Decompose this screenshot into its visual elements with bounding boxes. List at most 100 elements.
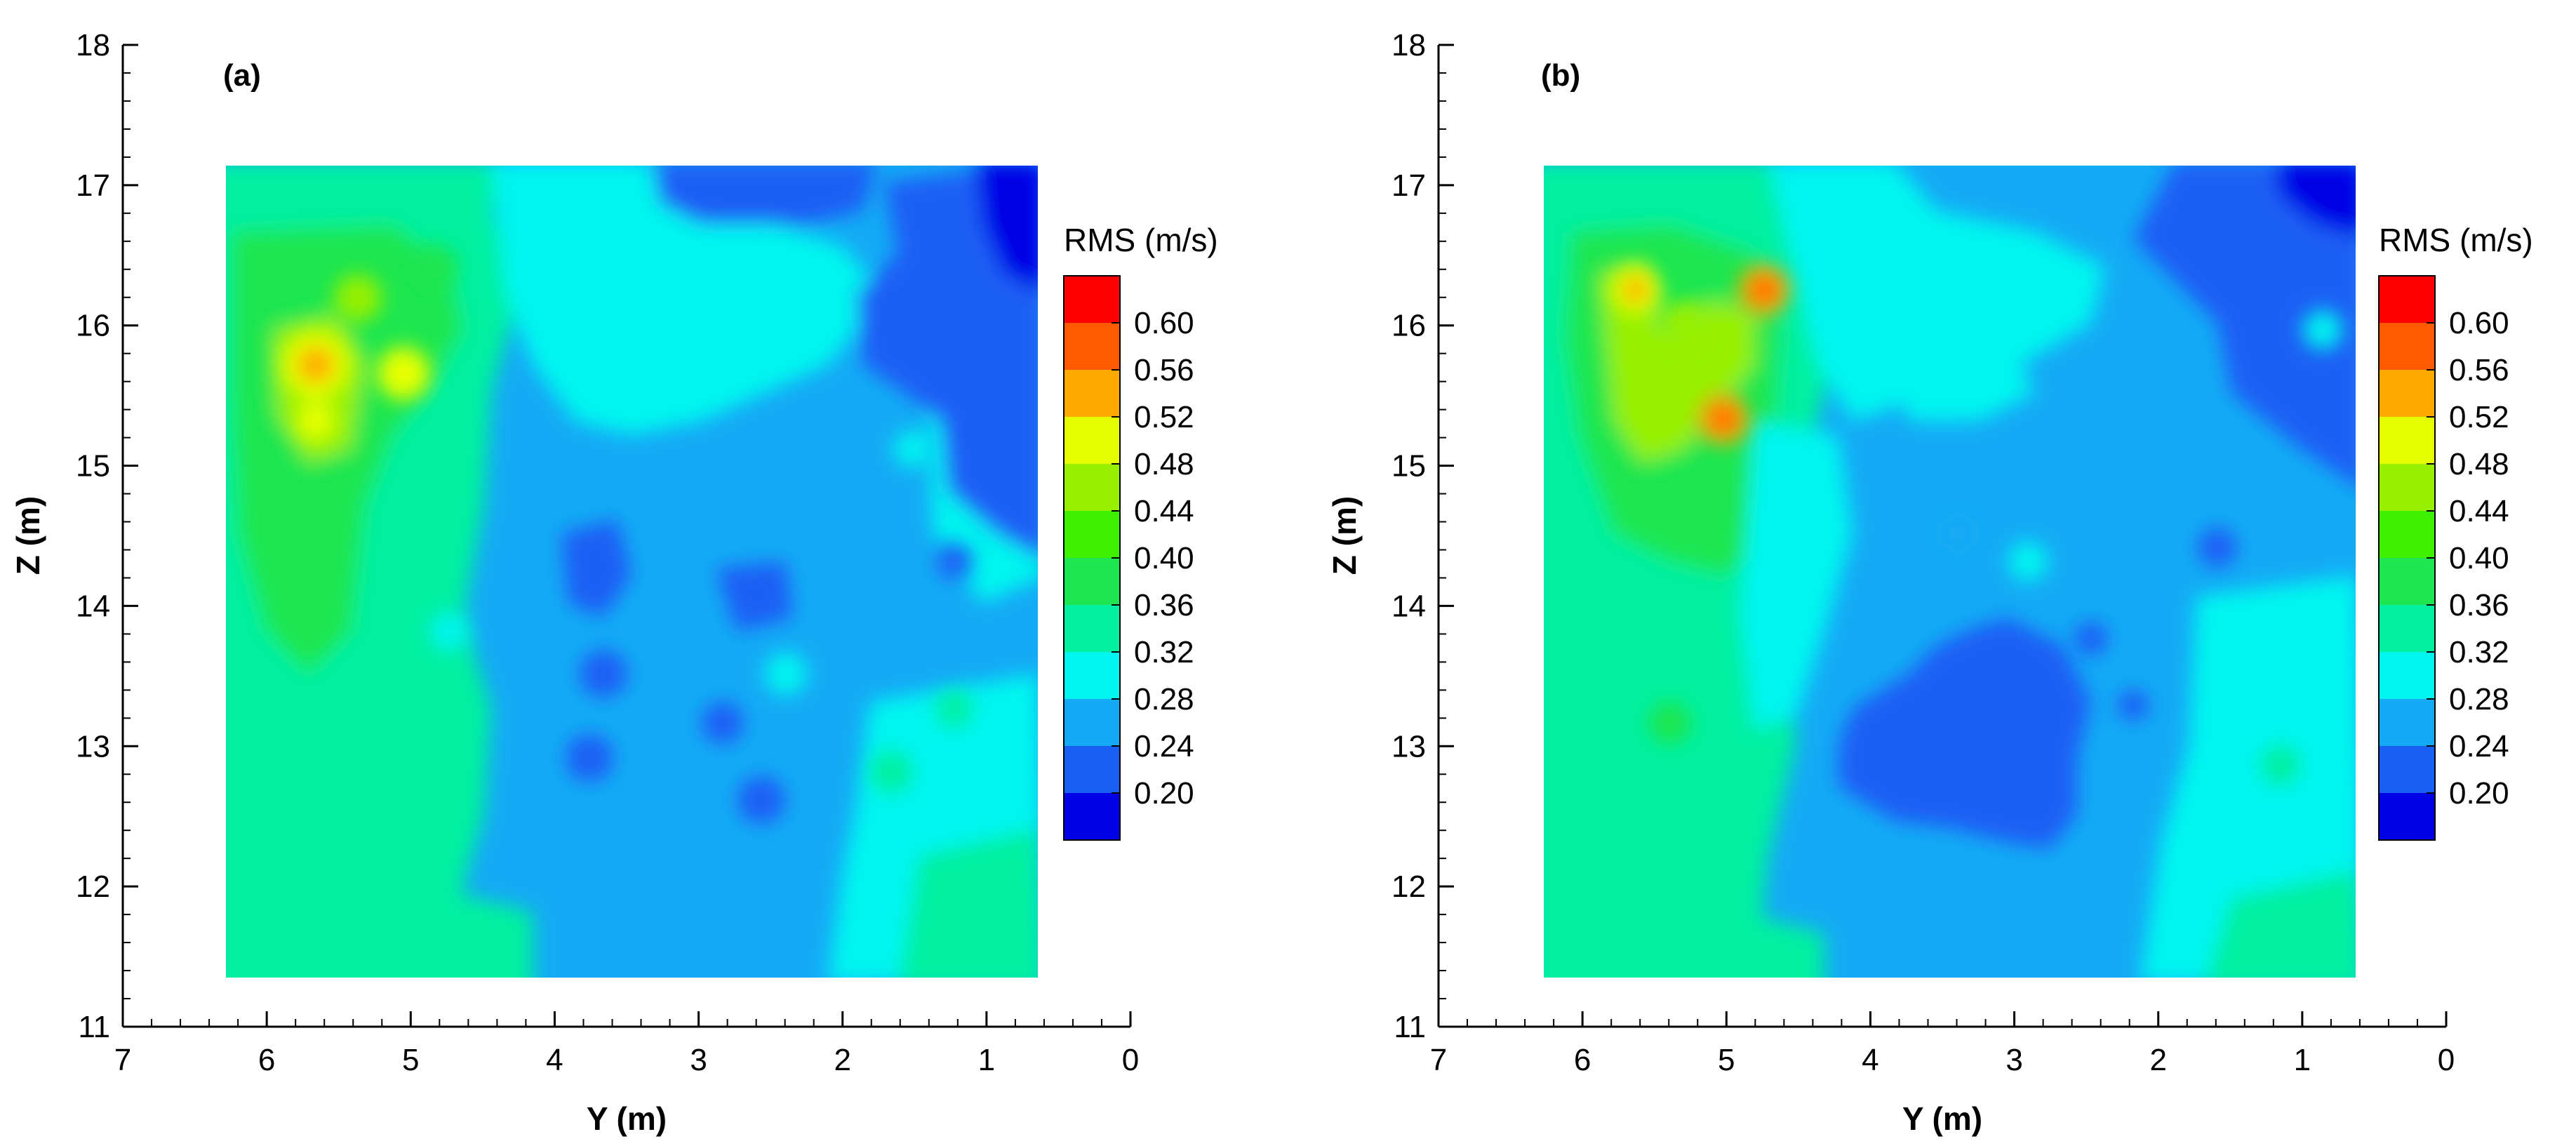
- heatmap-a-blob-8: [580, 650, 627, 698]
- heatmap-a-blob-15: [936, 691, 973, 727]
- y-tick-label-b-6: 17: [1392, 168, 1426, 203]
- colorbar-swatch-a-9: [1064, 699, 1120, 746]
- colorbar-label-a-3: 0.32: [1134, 635, 1194, 669]
- heatmap-b-blob-9: [1941, 517, 1975, 550]
- heatmap-b-region-cyan-mid: [1895, 337, 2035, 421]
- heatmap-a-region-cyan-top: [491, 166, 884, 435]
- x-tick-label-a-2: 5: [402, 1043, 419, 1077]
- colorbar-label-b-5: 0.40: [2449, 541, 2509, 575]
- heatmap-b-blob-8: [2198, 528, 2237, 567]
- heatmap-b: [1544, 166, 2356, 978]
- y-tick-label-a-3: 14: [76, 589, 110, 623]
- heatmap-b-blob-13: [2008, 542, 2048, 581]
- y-tick-label-a-0: 11: [78, 1010, 110, 1044]
- x-tick-label-a-1: 6: [258, 1043, 275, 1077]
- colorbar-label-a-10: 0.60: [1134, 306, 1194, 340]
- colorbar-label-a-2: 0.28: [1134, 682, 1194, 717]
- colorbar-label-b-8: 0.52: [2449, 400, 2509, 434]
- heatmap-a-blob-14: [765, 653, 807, 695]
- heatmap-a-region-deep-blue: [975, 166, 1038, 291]
- x-tick-label-a-0: 7: [114, 1043, 131, 1077]
- heatmap-a-region-blue-top: [653, 166, 876, 225]
- colorbar-a: 0.20 0.24 0.28 0.32 0.36 0.40 0.44 0.48 0.52 0.56…: [1063, 275, 1194, 841]
- heatmap-a-blob-16: [870, 751, 912, 793]
- heatmap-b-region-cyan-right: [2141, 575, 2356, 978]
- heatmap-a-blob-11: [894, 431, 930, 467]
- colorbar-swatch-a-4: [1064, 464, 1120, 511]
- colorbar-swatch-a-8: [1064, 652, 1120, 699]
- colorbar-swatch-a-1: [1064, 323, 1120, 370]
- heatmap-b-region-yellow-green: [1600, 267, 1754, 463]
- y-tick-label-a-5: 16: [76, 309, 110, 343]
- y-tick-label-a-6: 17: [76, 168, 110, 203]
- colorbar-swatch-b-8: [2379, 652, 2435, 699]
- heatmap-b-blob-6: [1711, 406, 1736, 432]
- x-ticks-a: 7 6 5 4 3 2 1 0: [114, 1011, 1139, 1077]
- colorbar-swatch-a-6: [1064, 558, 1120, 605]
- colorbar-title-b: RMS (m/s): [2379, 222, 2533, 258]
- colorbar-swatch-a-3: [1064, 417, 1120, 464]
- y-tick-label-b-2: 13: [1392, 729, 1426, 764]
- y-tick-label-b-3: 14: [1392, 589, 1426, 623]
- heatmap-b-region-cyan-left: [1740, 421, 1853, 730]
- panel-label-a: (a): [223, 58, 261, 93]
- heatmap-a-blob-5: [296, 401, 335, 441]
- colorbar-label-a-9: 0.56: [1134, 353, 1194, 387]
- colorbar-label-b-7: 0.48: [2449, 447, 2509, 481]
- heatmap-b-region-blue-top-right: [2133, 166, 2356, 486]
- y-tick-label-a-2: 13: [76, 729, 110, 764]
- colorbar-swatch-b-10: [2379, 746, 2435, 793]
- y-tick-label-b-5: 16: [1392, 309, 1426, 343]
- heatmap-b-blob-2: [1623, 277, 1648, 302]
- colorbar-swatch-a-2: [1064, 370, 1120, 417]
- colorbar-swatch-a-7: [1064, 605, 1120, 652]
- colorbar-swatch-b-5: [2379, 511, 2435, 558]
- heatmap-a-blob-12: [413, 244, 458, 289]
- axes-a: [121, 45, 1130, 1028]
- heatmap-a-blob-9: [702, 702, 744, 744]
- heatmap-b-region-bottom-right-green: [2207, 870, 2356, 978]
- colorbar-swatch-b-2: [2379, 370, 2435, 417]
- heatmap-b-region-bottom-green: [1544, 898, 1824, 978]
- heatmap-a-region-blue-right: [856, 166, 1038, 557]
- y-axis-title-a: Z (m): [10, 496, 46, 575]
- heatmap-a: [226, 166, 1038, 978]
- heatmap-a-blob-4: [334, 274, 382, 322]
- heatmap-b-region-blue-core: [1838, 618, 2091, 849]
- colorbar-swatch-b-9: [2379, 699, 2435, 746]
- heatmap-b-blob-11: [2074, 622, 2108, 655]
- colorbar-swatch-a-10: [1064, 746, 1120, 793]
- heatmap-a-blob-2: [298, 347, 334, 383]
- colorbar-label-b-0: 0.20: [2449, 776, 2509, 811]
- colorbar-label-b-9: 0.56: [2449, 353, 2509, 387]
- x-tick-label-a-3: 4: [546, 1043, 563, 1077]
- x-tick-label-b-3: 4: [1862, 1043, 1878, 1077]
- heatmap-b-blob-15: [1649, 702, 1691, 744]
- heatmap-a-region-blue-core: [561, 519, 632, 618]
- colorbar-swatch-b-7: [2379, 605, 2435, 652]
- colorbar-label-b-6: 0.44: [2449, 494, 2509, 528]
- heatmap-b-blob-4: [1751, 277, 1777, 302]
- x-tick-label-a-7: 0: [1122, 1043, 1139, 1077]
- colorbar-swatch-b-6: [2379, 558, 2435, 605]
- colorbar-swatch-a-5: [1064, 511, 1120, 558]
- y-tick-label-b-1: 12: [1392, 870, 1426, 904]
- colorbar-b: 0.20 0.24 0.28 0.32 0.36 0.40 0.44 0.48 0.52 0.56…: [2378, 275, 2509, 841]
- y-ticks-b: 11 12 13 14 15 16 17 18: [1392, 28, 1454, 1044]
- x-tick-label-b-4: 3: [2006, 1043, 2022, 1077]
- heatmap-a-blob-7: [566, 734, 613, 782]
- y-tick-label-b-4: 15: [1392, 449, 1426, 484]
- heatmap-a-region-bottom-right-green: [900, 828, 1038, 978]
- heatmap-a-blob-13: [429, 612, 469, 651]
- colorbar-label-a-0: 0.20: [1134, 776, 1194, 811]
- colorbar-label-a-5: 0.40: [1134, 541, 1194, 575]
- colorbar-swatch-b-0: [2379, 276, 2435, 323]
- colorbar-label-a-1: 0.24: [1134, 729, 1194, 764]
- colorbar-swatch-b-1: [2379, 323, 2435, 370]
- colorbar-swatch-b-11: [2379, 793, 2435, 840]
- x-tick-label-a-6: 1: [978, 1043, 995, 1077]
- heatmap-b-blob-12: [2118, 690, 2149, 721]
